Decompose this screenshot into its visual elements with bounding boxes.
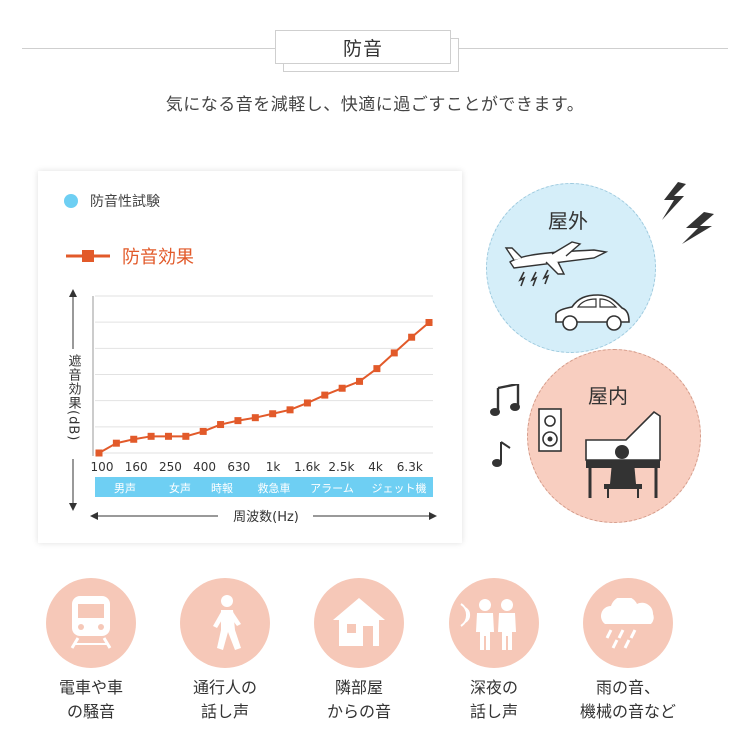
x-tick-label: 2.5k [328, 460, 354, 474]
data-point [251, 414, 259, 422]
data-point [408, 333, 416, 341]
x-tick-label: 160 [125, 460, 148, 474]
music-note-small-icon [492, 441, 511, 467]
category-label-line1: 通行人の [192, 678, 257, 697]
data-point [147, 432, 155, 440]
data-point [286, 406, 294, 414]
page-title: 防音 [275, 30, 451, 64]
speaker-icon [538, 408, 562, 452]
data-point [112, 439, 120, 447]
category-label-line1: 雨の音、 [595, 678, 660, 697]
category-label-line1: 深夜の [469, 678, 518, 697]
x-axis-label: 周波数(Hz) [233, 510, 299, 525]
airplane-icon [504, 241, 609, 287]
test-legend-label: 防音性試験 [90, 194, 160, 210]
x-tick-label: 1.6k [294, 460, 320, 474]
data-point [303, 399, 311, 407]
band-label: 時報 [211, 482, 233, 495]
x-tick-label: 400 [193, 460, 216, 474]
house-icon [333, 598, 385, 646]
page-subtitle: 気になる音を減軽し、快適に過ごすことができます。 [165, 95, 585, 115]
x-tick-label: 4k [368, 460, 383, 474]
header-rule-left [22, 48, 275, 49]
data-point [321, 391, 329, 399]
test-dot-icon [64, 194, 78, 208]
data-point [164, 432, 172, 440]
category-label-rain: 雨の音、 機械の音など [563, 676, 693, 724]
category-label-line2: からの音 [326, 702, 391, 721]
category-label-line1: 電車や車 [58, 678, 123, 697]
data-point [356, 377, 364, 385]
band-label: アラーム [310, 482, 354, 495]
data-point [234, 417, 242, 425]
data-point [199, 427, 207, 435]
y-axis-label: 遮音効果(dB) [66, 353, 82, 441]
test-legend: 防音性試験 [64, 191, 160, 211]
series-legend-marker-icon [66, 250, 110, 262]
x-tick-label: 6.3k [397, 460, 423, 474]
category-label-line2: 話し声 [469, 702, 518, 721]
x-tick-label: 100 [91, 460, 114, 474]
category-label-pedestrian: 通行人の 話し声 [160, 676, 290, 724]
category-label-night-talk: 深夜の 話し声 [429, 676, 559, 724]
band-label: 救急車 [258, 481, 291, 495]
music-note-icon [490, 384, 520, 416]
x-tick-label: 250 [159, 460, 182, 474]
data-point [269, 410, 277, 418]
walking-person-icon [213, 595, 241, 650]
data-point [390, 349, 398, 357]
series-legend: 防音効果 [66, 243, 194, 269]
lightning-icon [662, 182, 714, 244]
data-point [95, 449, 103, 457]
data-point [425, 318, 433, 326]
data-point [373, 365, 381, 373]
data-point [338, 384, 346, 392]
data-point [130, 435, 138, 443]
category-label-train: 電車や車 の騒音 [26, 676, 156, 724]
data-point [217, 421, 225, 429]
category-label-line2: 話し声 [200, 702, 249, 721]
band-label: 女声 [169, 481, 191, 495]
chart-card: 防音性試験 防音効果 遮音効果(dB) 100 160 250 400 630 1k 1.6… [38, 171, 462, 543]
series-legend-label: 防音効果 [122, 247, 194, 268]
talking-people-icon [460, 599, 516, 650]
category-label-neighbor: 隣部屋 からの音 [294, 676, 424, 724]
x-tick-label: 1k [266, 460, 281, 474]
band-label: 男声 [114, 481, 136, 495]
car-icon [555, 294, 630, 331]
chart-plot: 遮音効果(dB) 100 160 250 400 630 1k 1.6k 2.5k 4k 6.3k… [66, 289, 437, 525]
category-label-line1: 隣部屋 [334, 678, 383, 697]
header-rule-right [457, 48, 728, 49]
category-label-line2: 機械の音など [579, 702, 676, 721]
rain-cloud-icon [601, 598, 654, 649]
x-tick-label: 630 [227, 460, 250, 474]
category-label-line2: の騒音 [66, 702, 115, 721]
piano-player-icon [585, 410, 661, 498]
outdoor-label: 屋外 [548, 209, 588, 233]
data-point [182, 432, 190, 440]
train-icon [70, 596, 112, 649]
indoor-label: 屋内 [588, 384, 628, 408]
band-label: ジェット機 [372, 481, 427, 495]
band-bar [95, 477, 433, 497]
